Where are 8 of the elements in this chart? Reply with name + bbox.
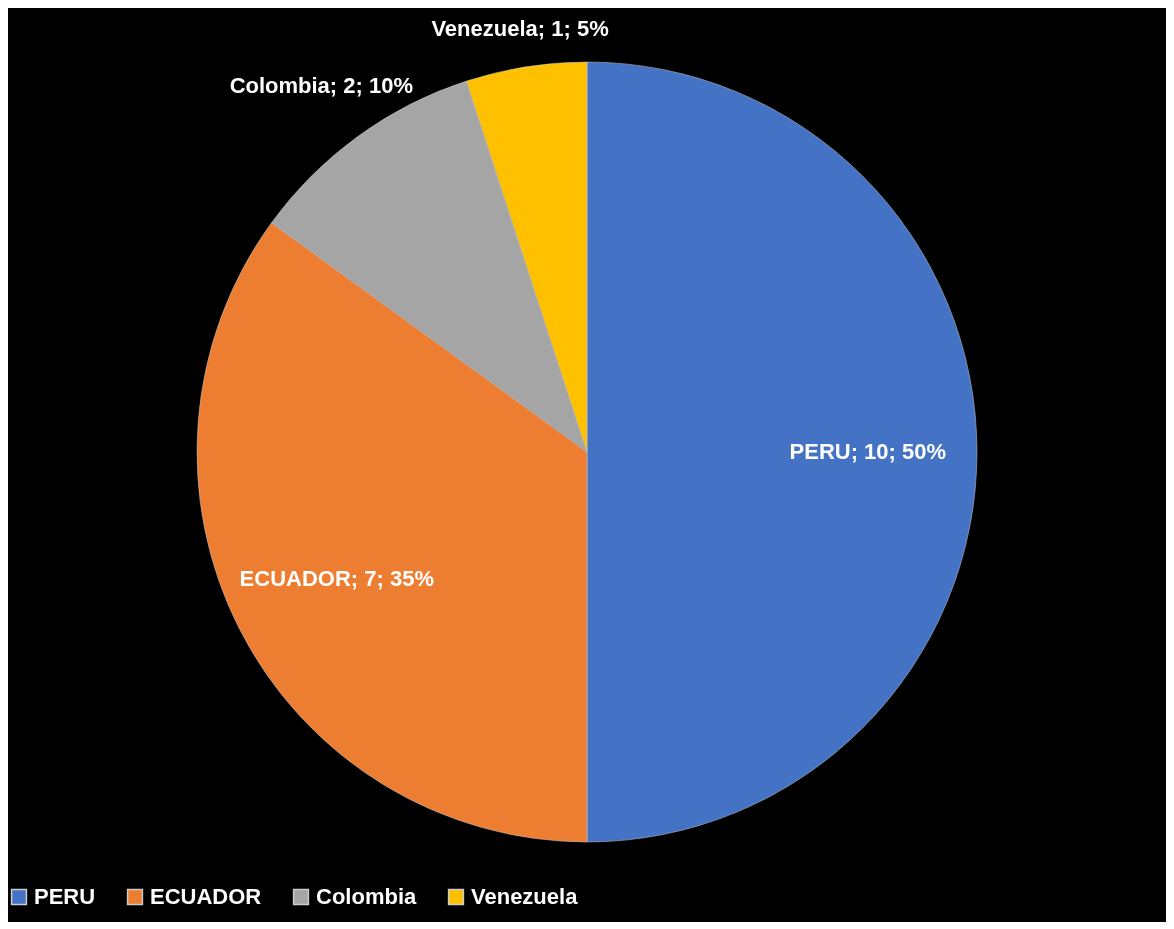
legend-label: Colombia [316, 884, 417, 909]
legend-label: ECUADOR [150, 884, 262, 909]
data-label: ECUADOR; 7; 35% [239, 566, 434, 592]
legend-label: Venezuela [471, 884, 579, 909]
data-label: Venezuela; 1; 5% [431, 16, 609, 42]
data-label: Colombia; 2; 10% [229, 73, 414, 99]
legend-label: PERU [34, 884, 96, 909]
data-label: PERU; 10; 50% [789, 439, 947, 464]
